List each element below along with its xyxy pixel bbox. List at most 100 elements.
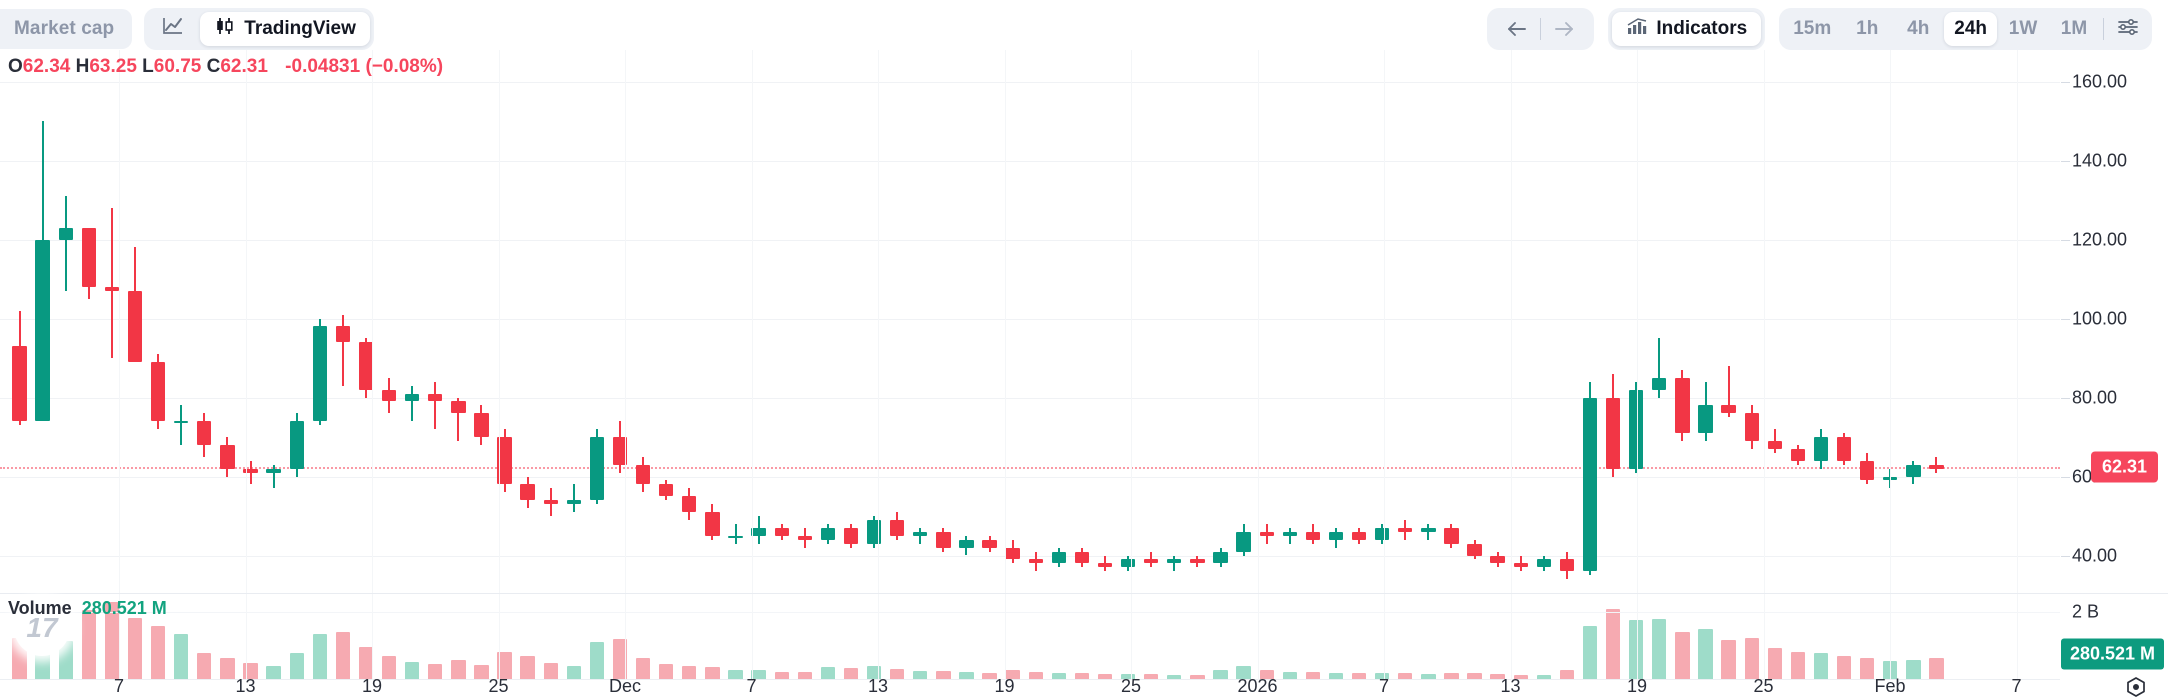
price-axis[interactable]: 160.00140.00120.00100.0080.0060.0040.002… bbox=[2060, 50, 2168, 650]
candle-body bbox=[1167, 559, 1182, 564]
candle-body bbox=[58, 227, 73, 240]
volume-bar bbox=[1005, 669, 1020, 680]
candle-body bbox=[1698, 405, 1713, 434]
candle-body bbox=[289, 421, 304, 469]
price-chart-plot[interactable] bbox=[0, 50, 2060, 650]
volume-bar bbox=[428, 664, 443, 680]
legend-high-value: 63.25 bbox=[89, 56, 137, 77]
timeframe-1w[interactable]: 1W bbox=[1998, 12, 2048, 46]
pane-separator[interactable] bbox=[0, 593, 2168, 594]
volume-bar bbox=[1513, 674, 1528, 680]
time-gridline bbox=[1890, 50, 1891, 595]
candle-body bbox=[1767, 440, 1782, 449]
volume-bar bbox=[1074, 672, 1090, 680]
candle-body bbox=[728, 535, 743, 538]
chart-settings-button[interactable] bbox=[2108, 12, 2148, 46]
volume-bar bbox=[451, 659, 466, 680]
candle-wick bbox=[1935, 456, 1938, 473]
candle-body bbox=[890, 519, 905, 536]
time-axis-tick: 25 bbox=[1753, 676, 1774, 696]
candle-body bbox=[1421, 527, 1436, 532]
volume-bar bbox=[705, 667, 720, 680]
volume-bar bbox=[81, 610, 96, 680]
volume-bar bbox=[797, 671, 812, 680]
price-gridline bbox=[0, 555, 2060, 557]
line-chart-tab[interactable] bbox=[148, 12, 198, 46]
candle-body bbox=[566, 500, 581, 505]
price-gridline bbox=[0, 318, 2060, 320]
volume-bar bbox=[566, 666, 581, 680]
market-cap-label: Market cap bbox=[14, 18, 115, 39]
candle-wick bbox=[1288, 527, 1291, 544]
volume-bar bbox=[1236, 666, 1251, 680]
volume-bar bbox=[1744, 637, 1759, 680]
volume-bar bbox=[1398, 672, 1413, 680]
candle-body bbox=[174, 421, 189, 424]
timeframe-1h[interactable]: 1h bbox=[1842, 12, 1892, 46]
candle-body bbox=[1097, 563, 1113, 568]
volume-badge[interactable]: 280.521 M bbox=[2060, 638, 2164, 670]
candle-body bbox=[220, 444, 235, 469]
time-gridline bbox=[245, 50, 247, 595]
price-axis-tick: 40.00 bbox=[2072, 545, 2118, 565]
tradingview-tab[interactable]: TradingView bbox=[200, 12, 370, 46]
price-axis-tickmark bbox=[2061, 239, 2070, 241]
candle-body bbox=[1629, 389, 1644, 469]
candle-body bbox=[266, 468, 281, 473]
candle-body bbox=[497, 437, 512, 485]
volume-bar bbox=[1860, 657, 1875, 680]
chart-type-switcher: TradingView bbox=[144, 8, 374, 50]
time-gridline bbox=[1257, 595, 1259, 680]
volume-bar bbox=[1559, 669, 1575, 680]
timeframe-1m[interactable]: 1M bbox=[2049, 12, 2099, 46]
timeframe-4h[interactable]: 4h bbox=[1893, 12, 1943, 46]
volume-bar bbox=[381, 656, 397, 680]
time-axis-tick: 19 bbox=[361, 676, 383, 696]
candle-body bbox=[913, 531, 928, 536]
time-gridline bbox=[1510, 595, 1512, 680]
last-price-badge[interactable]: 62.31 bbox=[2090, 451, 2158, 483]
timeframe-24h[interactable]: 24h bbox=[1944, 12, 1997, 46]
candle-body bbox=[1790, 448, 1806, 461]
legend-close-key: C bbox=[206, 56, 221, 77]
volume-bar bbox=[1536, 674, 1551, 680]
time-gridline bbox=[119, 595, 120, 680]
back-button[interactable] bbox=[1497, 12, 1537, 46]
price-axis-tick: 160.00 bbox=[2072, 71, 2128, 92]
candle-wick bbox=[134, 247, 137, 331]
volume-bar bbox=[1444, 672, 1459, 680]
volume-bar bbox=[1190, 674, 1205, 680]
time-axis[interactable]: 7 13 19 25 Dec 7 13 19 25 2026 7 13 19 25 Feb 7 bbox=[0, 676, 2168, 699]
volume-bar bbox=[1028, 671, 1043, 680]
indicators-bar-icon bbox=[1626, 17, 1648, 41]
indicators-button[interactable]: Indicators bbox=[1612, 12, 1762, 46]
timeframe-24h-label: 24h bbox=[1954, 18, 1987, 39]
candle-body bbox=[1675, 377, 1690, 434]
time-gridline bbox=[372, 595, 373, 680]
forward-button[interactable] bbox=[1544, 12, 1584, 46]
volume-bar bbox=[127, 618, 143, 680]
time-gridline bbox=[751, 595, 753, 680]
candle-body bbox=[1744, 413, 1759, 441]
market-cap-button[interactable]: Market cap bbox=[0, 9, 133, 49]
price-axis-tickmark bbox=[2061, 397, 2070, 399]
candle-wick bbox=[64, 196, 67, 291]
reset-zoom-icon[interactable] bbox=[2122, 674, 2150, 699]
volume-value: 280.521 M bbox=[81, 598, 167, 618]
price-axis-tick: 80.00 bbox=[2072, 387, 2118, 408]
timeframe-15m[interactable]: 15m bbox=[1783, 12, 1841, 46]
volume-bar bbox=[474, 665, 489, 680]
time-gridline bbox=[751, 50, 753, 595]
volume-legend: Volume 280.521 M bbox=[8, 598, 167, 619]
timeframe-divider bbox=[2103, 18, 2104, 40]
volume-bar bbox=[1698, 628, 1713, 680]
candle-body bbox=[1929, 464, 1944, 469]
candle-body bbox=[520, 484, 535, 501]
candle-body bbox=[381, 389, 397, 402]
time-axis-tick: 25 bbox=[1120, 676, 1142, 696]
volume-bar bbox=[843, 668, 859, 680]
candlestick-icon bbox=[214, 16, 236, 42]
volume-bar bbox=[1051, 672, 1066, 680]
volume-chart-plot[interactable] bbox=[0, 595, 2060, 680]
time-gridline bbox=[1763, 595, 1765, 680]
